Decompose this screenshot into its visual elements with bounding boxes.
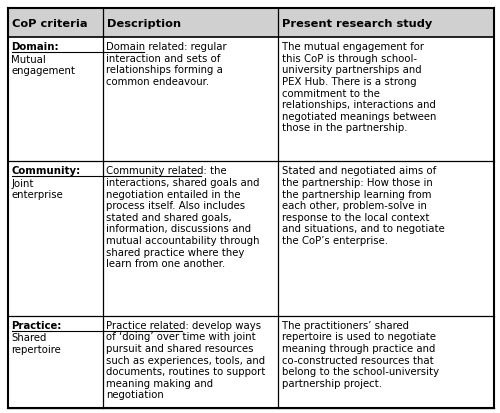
Text: Community:: Community: <box>12 166 81 176</box>
Text: Mutual
engagement: Mutual engagement <box>12 55 76 76</box>
Text: Practice related: develop ways
of ‘doing’ over time with joint
pursuit and share: Practice related: develop ways of ‘doing… <box>106 320 266 399</box>
Text: Present research study: Present research study <box>282 19 432 28</box>
Text: Domain related: regular
interaction and sets of
relationships forming a
common e: Domain related: regular interaction and … <box>106 42 227 87</box>
Text: Domain:: Domain: <box>12 42 59 52</box>
Text: Community related: the
interactions, shared goals and
negotiation entailed in th: Community related: the interactions, sha… <box>106 166 260 268</box>
Text: Stated and negotiated aims of
the partnership: How those in
the partnership lear: Stated and negotiated aims of the partne… <box>282 166 444 245</box>
Bar <box>8 9 494 38</box>
Text: Shared
repertoire: Shared repertoire <box>12 332 61 354</box>
Text: Joint
enterprise: Joint enterprise <box>12 178 63 200</box>
Text: Description: Description <box>106 19 180 28</box>
Text: Practice:: Practice: <box>12 320 62 330</box>
Text: The practitioners’ shared
repertoire is used to negotiate
meaning through practi: The practitioners’ shared repertoire is … <box>282 320 438 388</box>
Text: CoP criteria: CoP criteria <box>12 19 87 28</box>
Text: The mutual engagement for
this CoP is through school-
university partnerships an: The mutual engagement for this CoP is th… <box>282 42 436 133</box>
